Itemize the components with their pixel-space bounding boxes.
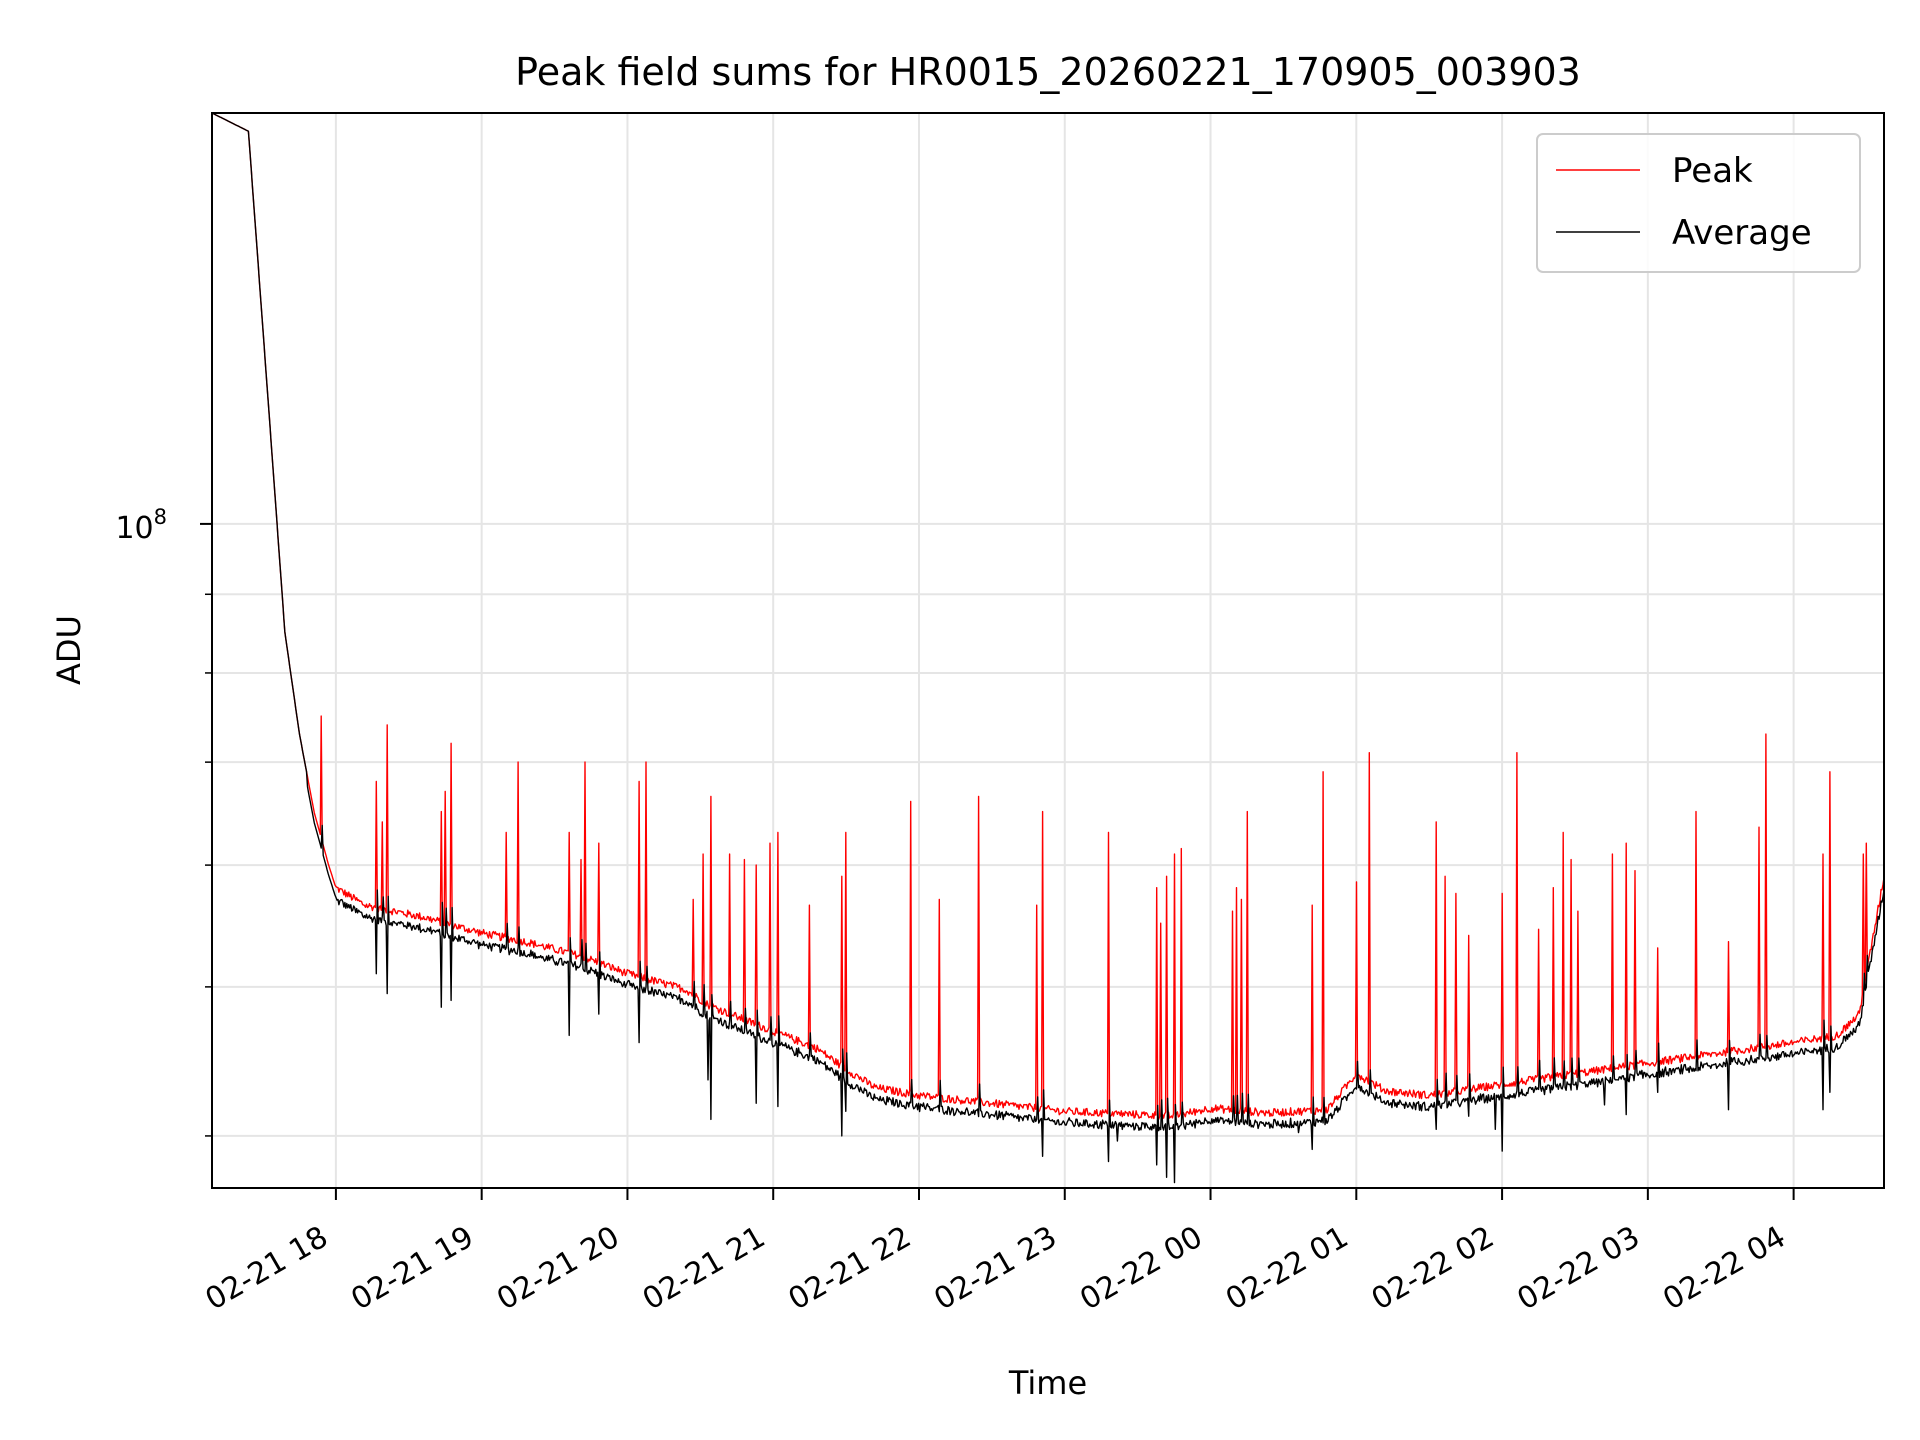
y-tick-label: 108 — [115, 505, 167, 546]
y-axis-ticks: 108 — [115, 505, 212, 1137]
plot-frame — [211, 112, 1885, 1189]
average-line — [211, 112, 1885, 1184]
chart-title: Peak field sums for HR0015_20260221_1709… — [515, 50, 1581, 94]
legend-label-peak: Peak — [1672, 151, 1753, 191]
series-average — [211, 112, 1885, 1184]
legend-box — [1536, 133, 1861, 273]
series-peak — [211, 112, 1885, 1121]
peak-line — [211, 112, 1885, 1121]
grid-lines — [212, 113, 1884, 1188]
y-axis-label: ADU — [50, 615, 88, 685]
x-axis-label: Time — [1008, 1364, 1087, 1402]
legend-label-average: Average — [1672, 213, 1812, 253]
legend: Peak Average — [1536, 133, 1861, 273]
